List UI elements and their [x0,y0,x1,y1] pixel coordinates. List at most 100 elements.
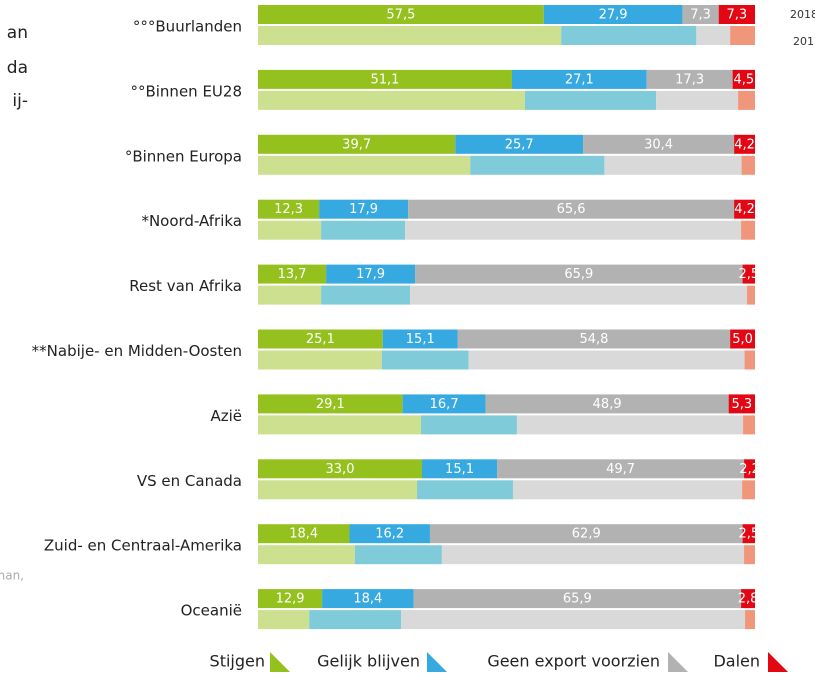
bar-segment [741,589,755,609]
bar-segment [742,264,755,284]
value-label: 39,7 [342,137,371,152]
bar-segment [734,134,755,154]
value-label: 2,5 [738,527,759,542]
value-label: 49,7 [606,462,635,477]
value-label: 57,5 [386,8,415,23]
value-label: 30,4 [644,137,673,152]
value-label: 27,9 [599,8,628,23]
bar-segment [258,524,350,544]
value-label: 65,9 [564,267,593,282]
value-label: 48,9 [593,397,622,412]
bar-segment-2017 [258,26,562,45]
value-label: 18,4 [353,592,382,607]
bar-segment-2017 [258,285,322,305]
bar-segment [742,524,755,544]
bar-segment [258,5,544,24]
bar-segment-2017 [258,220,322,240]
cut-text: ij- [12,91,28,111]
bar-segment [730,329,755,349]
bar-segment-2017 [321,285,411,305]
bar-segment-2017 [744,545,755,565]
bar-segment [322,589,414,609]
category-label: **Nabije- en Midden-Oosten [32,342,242,360]
value-label: 16,2 [375,527,404,542]
value-label: 17,9 [349,202,378,217]
value-label: 4,2 [734,202,755,217]
value-label: 33,0 [326,462,355,477]
bar-segment [319,199,409,219]
bar-segment [485,394,729,414]
bar-segment [326,264,416,284]
value-label: 12,9 [276,592,305,607]
bar-segment-2017 [421,415,517,435]
bar-segment [744,459,755,479]
bar-segment-2017 [512,480,743,500]
bar-segment-2017 [410,285,748,305]
value-label: 25,1 [306,332,335,347]
bar-segment-2017 [524,90,657,110]
bar-segment-2017 [441,545,745,565]
bar-segment-2017 [354,545,442,565]
bar-segment-2017 [741,220,755,240]
category-label: Oceanië [181,602,242,620]
legend-swatch [768,652,788,672]
value-label: 65,9 [563,592,592,607]
category-label: Azië [210,407,242,425]
value-label: 65,6 [557,202,586,217]
value-label: 2,8 [738,592,759,607]
bar-segment [349,524,430,544]
bar-segment [258,134,456,154]
bar-segment-2017 [321,220,406,240]
bar-segment-2017 [656,90,739,110]
bar-segment-2017 [742,480,755,500]
bar-segment [718,5,755,24]
bar-segment-2017 [258,480,418,500]
bar-segment [258,459,423,479]
bar-segment [402,394,486,414]
bar-segment [583,134,735,154]
bar-segment-2017 [747,285,755,305]
bar-segment [258,589,323,609]
bar-segment-2017 [516,415,744,435]
value-label: 51,1 [371,72,400,87]
cut-text: han, [0,569,24,583]
category-label: °°°Buurlanden [133,18,242,36]
year-label: 2017 [793,35,815,48]
value-label: 27,1 [565,72,594,87]
bar-segment [258,69,512,89]
bar-segment [455,134,584,154]
legend-label: Stijgen [210,652,265,671]
value-label: 16,7 [430,397,459,412]
bar-segment-2017 [730,26,755,45]
bar-segment [429,524,743,544]
bar-segment [258,264,327,284]
legend-label: Dalen [713,652,760,671]
value-label: 5,0 [732,332,753,347]
bar-segment [497,459,745,479]
bar-segment-2017 [258,90,525,110]
year-label: 2018 [790,8,815,21]
bar-segment [415,264,743,284]
bar-segment [646,69,733,89]
value-label: 18,4 [289,527,318,542]
bar-segment [728,394,755,414]
bar-segment-2017 [381,350,469,370]
value-label: 62,9 [572,527,601,542]
bar-segment-2017 [417,480,513,500]
category-label: °°Binnen EU28 [130,82,242,100]
bar-segment-2017 [468,350,745,370]
bar-segment [457,329,731,349]
bar-segment-2017 [744,350,755,370]
value-label: 5,3 [731,397,752,412]
category-label: °Binnen Europa [125,147,242,165]
legend-swatch [427,652,447,672]
bar-segment-2017 [258,350,382,370]
cut-text: an [7,23,28,43]
bar-segment-2017 [738,90,755,110]
legend-swatch [668,652,688,672]
value-label: 13,7 [278,267,307,282]
value-label: 7,3 [690,8,711,23]
cut-text: da [7,58,28,78]
bar-segment-2017 [401,610,746,630]
